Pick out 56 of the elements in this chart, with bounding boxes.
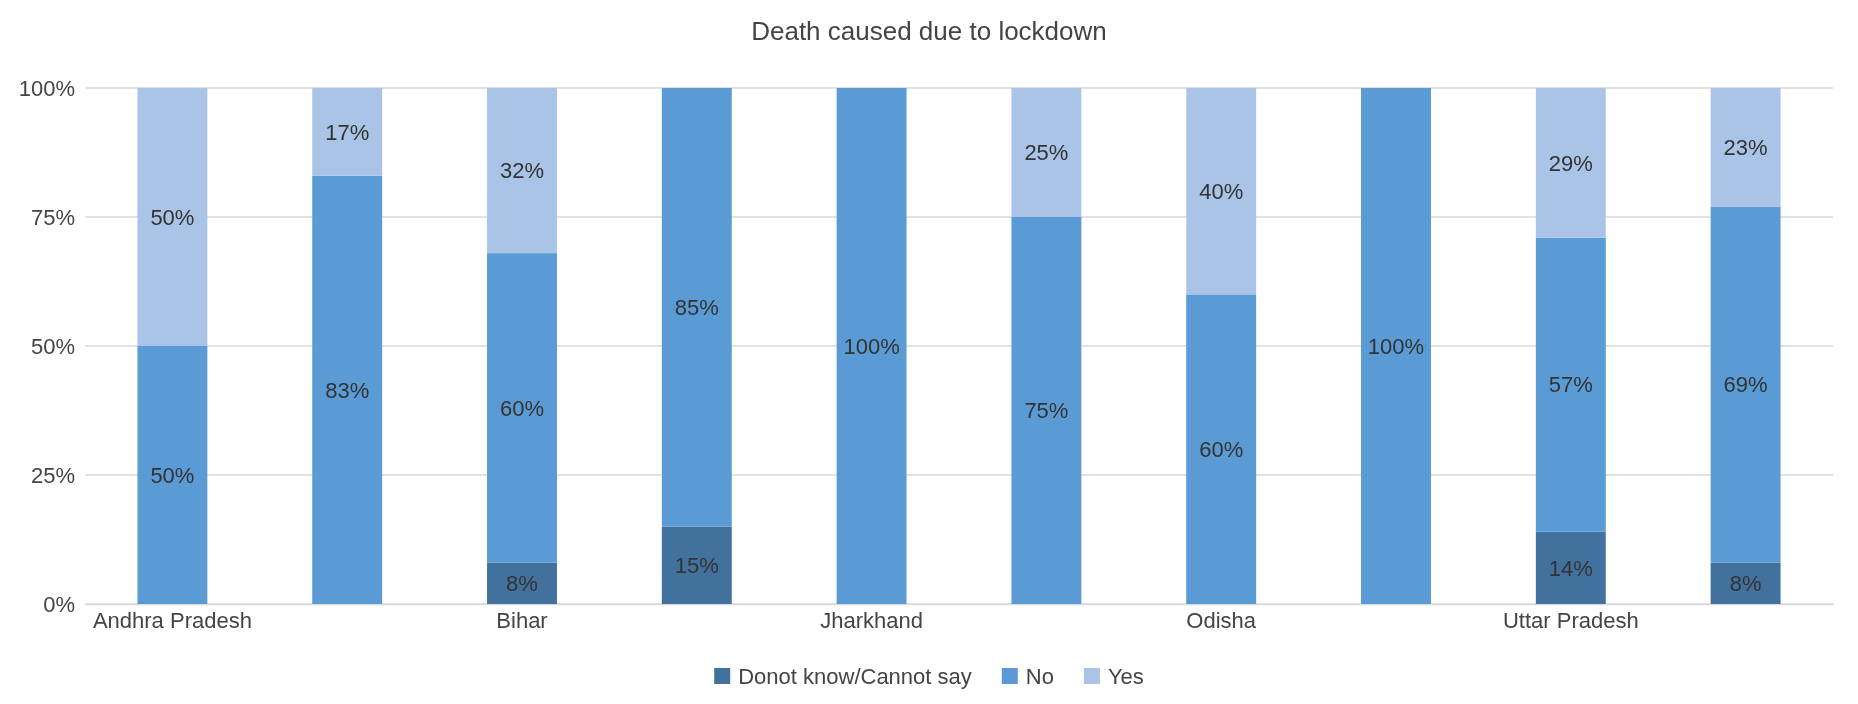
data-label: 85% [674, 295, 719, 320]
data-label: 100% [1367, 333, 1425, 359]
bar [1710, 206, 1781, 563]
bar [312, 88, 383, 176]
y-tick-label: 100% [18, 75, 75, 101]
chart-title: Death caused due to lockdown [751, 16, 1107, 46]
data-label: 50% [150, 204, 195, 230]
x-tick-label: Jharkhand [820, 607, 923, 633]
bar [1011, 88, 1082, 217]
y-tick-label: 0% [43, 591, 75, 617]
bar [487, 253, 557, 563]
bar [137, 346, 208, 604]
data-label: 32% [499, 158, 545, 184]
data-label: 23% [1723, 135, 1768, 161]
bar [1186, 294, 1257, 604]
data-label: 60% [1199, 436, 1244, 462]
legend-label: No [1025, 663, 1054, 689]
data-label: 17% [325, 119, 370, 145]
bar [1535, 531, 1606, 604]
y-tick-label: 75% [30, 204, 75, 230]
bar [661, 88, 732, 527]
bar [312, 175, 383, 604]
legend-label: Donot know/Cannot say [738, 663, 972, 689]
bar [836, 88, 907, 604]
bar [1535, 88, 1606, 238]
data-label: 8% [1729, 571, 1762, 597]
data-label: 69% [1723, 372, 1768, 398]
x-tick-label: Uttar Pradesh [1502, 607, 1639, 633]
bar [1186, 88, 1257, 295]
x-tick-label: Andhra Pradesh [92, 607, 252, 633]
data-label: 50% [150, 462, 195, 488]
bar [661, 526, 732, 604]
y-tick-label: 25% [30, 462, 75, 488]
data-label: 57% [1548, 372, 1593, 398]
data-label: 29% [1548, 150, 1593, 176]
bar [1710, 88, 1781, 207]
y-tick-label: 50% [30, 333, 75, 359]
legend-label: Yes [1107, 663, 1144, 689]
bar [487, 88, 557, 254]
x-tick-label: Odisha [1186, 607, 1257, 633]
data-label: 75% [1024, 398, 1069, 424]
data-label: 100% [843, 333, 900, 359]
data-label: 8% [506, 571, 538, 597]
bar [1361, 88, 1431, 604]
data-label: 14% [1548, 555, 1593, 581]
data-label: 40% [1199, 178, 1244, 204]
data-label: 60% [499, 395, 545, 421]
data-label: 25% [1024, 140, 1069, 166]
bar [1535, 237, 1606, 532]
bar [487, 562, 557, 604]
bar [1710, 562, 1781, 604]
x-tick-label: Bihar [496, 607, 548, 633]
bar [1011, 217, 1082, 604]
data-label: 15% [674, 553, 719, 578]
data-label: 83% [325, 377, 370, 403]
bar [137, 88, 208, 346]
